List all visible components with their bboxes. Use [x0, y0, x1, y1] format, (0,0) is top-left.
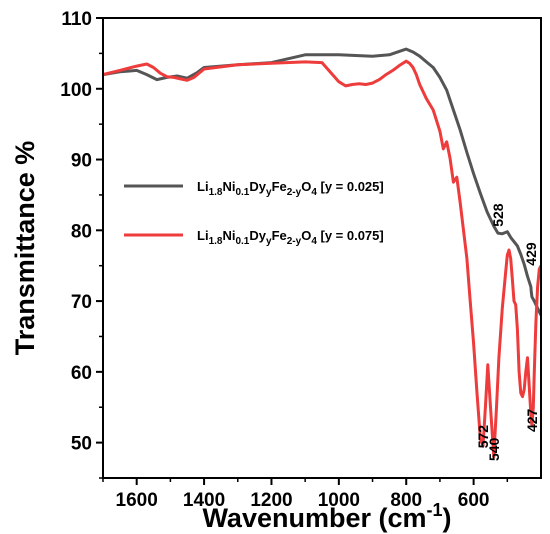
- y-tick-label: 60: [71, 363, 92, 384]
- legend: Li1.8Ni0.1DyyFe2-yO4 [y = 0.025] Li1.8Ni0…: [124, 179, 384, 247]
- x-axis-label-close: ): [443, 503, 452, 533]
- peak-label-429: 429: [523, 242, 539, 266]
- peak-label-540: 540: [486, 437, 502, 461]
- x-axis-label-main: Wavenumber (cm: [202, 503, 426, 533]
- y-tick-label: 90: [71, 151, 92, 172]
- y-tick-label: 110: [61, 9, 92, 30]
- x-tick-label: 1400: [183, 490, 225, 511]
- x-tick-label: 800: [390, 490, 422, 511]
- series-layer: [103, 47, 541, 459]
- y-tick-label: 100: [60, 80, 92, 101]
- legend-label-2: Li1.8Ni0.1DyyFe2-yO4 [y = 0.075]: [197, 228, 384, 247]
- y-tick-label: 70: [71, 292, 92, 313]
- peak-label-572: 572: [475, 425, 491, 449]
- peak-label-427: 427: [524, 408, 540, 432]
- x-axis-label-superscript: -1: [427, 500, 443, 520]
- y-axis-label: Transmittance %: [10, 141, 40, 356]
- plot-frame: [102, 17, 542, 479]
- x-tick-label: 600: [458, 490, 490, 511]
- x-tick-label: 1600: [116, 490, 158, 511]
- series-line-2: [103, 59, 541, 459]
- peak-label-528: 528: [490, 203, 506, 227]
- series-line-1: [103, 47, 541, 316]
- y-tick-label: 80: [71, 221, 92, 242]
- y-tick-label: 50: [71, 434, 92, 455]
- x-tick-label: 1200: [250, 490, 292, 511]
- x-axis-label: Wavenumber (cm-1): [202, 500, 451, 533]
- x-tick-label: 1000: [318, 490, 360, 511]
- legend-label-1: Li1.8Ni0.1DyyFe2-yO4 [y = 0.025]: [197, 179, 384, 198]
- ticks-layer: 50 60 70 80 90 100 110 1600 1400 1200 1000 800 600: [60, 9, 509, 511]
